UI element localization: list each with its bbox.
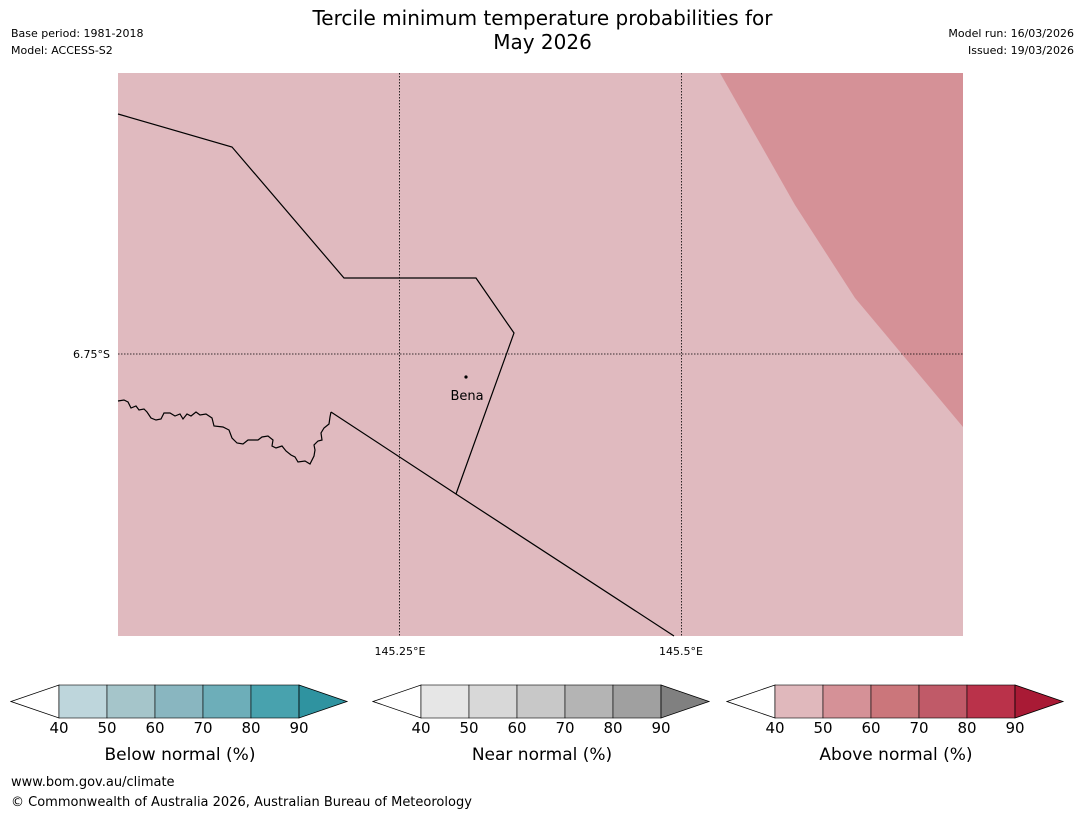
district-boundary (117, 399, 332, 465)
title-line-2: May 2026 (493, 30, 592, 54)
above-normal-min-arrow (726, 684, 776, 719)
tick-label: 50 (813, 719, 833, 737)
above-normal-segment-60 (870, 684, 920, 719)
near-normal-min-arrow (372, 684, 422, 719)
above-normal-scale (726, 684, 1065, 719)
tick-label: 40 (765, 719, 785, 737)
tick-label: 70 (193, 719, 213, 737)
near-normal-segment-80 (612, 684, 662, 719)
longitude-label-145-5: 145.5°E (659, 645, 703, 658)
map-title: Tercile minimum temperature probabilitie… (0, 6, 1085, 54)
above-normal-segment-80 (966, 684, 1016, 719)
tick-label: 40 (411, 719, 431, 737)
above-normal-segment-70 (918, 684, 968, 719)
below-normal-colorbar: 40 50 60 70 80 90 Below normal (%) (10, 684, 350, 794)
above-normal-segment-50 (822, 684, 872, 719)
near-normal-scale (372, 684, 711, 719)
tick-label: 60 (507, 719, 527, 737)
footer-url[interactable]: www.bom.gov.au/climate (11, 775, 175, 790)
below-normal-segment-40 (58, 684, 108, 719)
above-normal-max-arrow (1014, 684, 1065, 719)
model-run: Model run: 16/03/2026 (948, 27, 1074, 40)
meta-right: Model run: 16/03/2026 Issued: 19/03/2026 (948, 25, 1074, 59)
tick-label: 80 (603, 719, 623, 737)
base-period: Base period: 1981-2018 (11, 27, 144, 40)
tick-label: 80 (957, 719, 977, 737)
near-normal-max-arrow (660, 684, 711, 719)
near-normal-ticks: 40 50 60 70 80 90 (372, 719, 712, 739)
below-normal-segment-50 (106, 684, 156, 719)
tick-label: 90 (651, 719, 671, 737)
footer-copyright: © Commonwealth of Australia 2026, Austra… (11, 795, 472, 810)
province-boundary (117, 113, 515, 495)
above-normal-ticks: 40 50 60 70 80 90 (726, 719, 1066, 739)
near-normal-segment-50 (468, 684, 518, 719)
above-normal-colorbar: 40 50 60 70 80 90 Above normal (%) (726, 684, 1066, 794)
below-normal-segment-80 (250, 684, 300, 719)
below-normal-scale (10, 684, 349, 719)
tick-label: 40 (49, 719, 69, 737)
near-normal-label: Near normal (%) (471, 745, 613, 765)
meta-left: Base period: 1981-2018 Model: ACCESS-S2 (11, 25, 143, 59)
title-line-1: Tercile minimum temperature probabilitie… (312, 6, 773, 30)
above-normal-segment-40 (774, 684, 824, 719)
tick-label: 90 (1005, 719, 1025, 737)
near-normal-segment-70 (564, 684, 614, 719)
tick-label: 70 (555, 719, 575, 737)
below-normal-max-arrow (298, 684, 349, 719)
near-normal-segment-60 (516, 684, 566, 719)
below-normal-ticks: 40 50 60 70 80 90 (10, 719, 350, 739)
below-normal-segment-70 (202, 684, 252, 719)
tick-label: 60 (861, 719, 881, 737)
above-normal-label: Above normal (%) (819, 745, 973, 765)
near-normal-segment-40 (420, 684, 470, 719)
below-normal-segment-60 (154, 684, 204, 719)
tick-label: 60 (145, 719, 165, 737)
issued-date: Issued: 19/03/2026 (967, 44, 1074, 57)
near-normal-colorbar: 40 50 60 70 80 90 Near normal (%) (372, 684, 712, 794)
map[interactable]: Bena 6.75°S 145.25°E 145.5°E (0, 0, 1085, 680)
tick-label: 50 (459, 719, 479, 737)
longitude-label-145-25: 145.25°E (375, 645, 426, 658)
model-name: Model: ACCESS-S2 (11, 44, 113, 57)
upper-probability-region (720, 73, 963, 427)
tick-label: 50 (97, 719, 117, 737)
below-normal-min-arrow (10, 684, 60, 719)
tick-label: 80 (241, 719, 261, 737)
below-normal-label: Below normal (%) (104, 745, 256, 765)
tick-label: 70 (909, 719, 929, 737)
tick-label: 90 (289, 719, 309, 737)
bena-label: Bena (450, 389, 483, 404)
latitude-label: 6.75°S (73, 348, 110, 361)
bena-marker (464, 375, 468, 379)
province-boundary-south (330, 411, 675, 637)
